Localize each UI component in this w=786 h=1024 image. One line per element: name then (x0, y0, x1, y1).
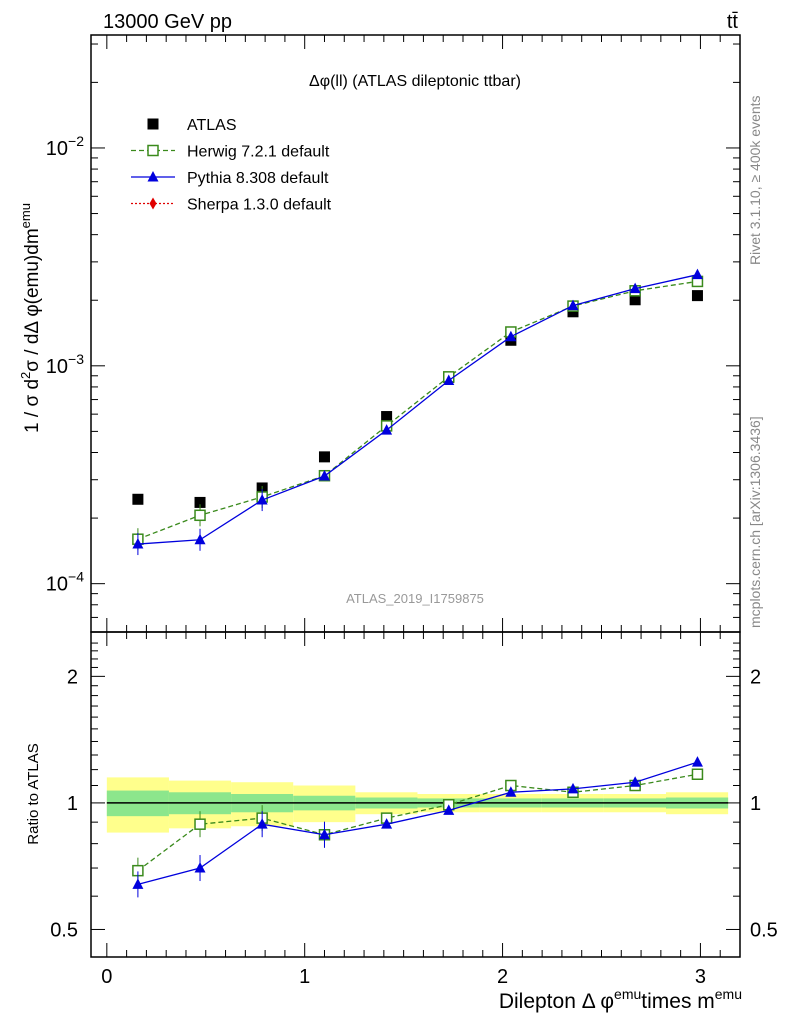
x-tick-label: 2 (497, 966, 508, 988)
herwig-ratio-line (137, 773, 698, 872)
main-series (132, 268, 704, 556)
atlas-point (381, 411, 393, 423)
pythia-point (505, 330, 517, 342)
herwig-legend-label: Herwig 7.2.1 default (187, 144, 330, 161)
y-tick-label: 2 (750, 666, 761, 688)
herwig-ratio-point (194, 818, 206, 830)
pythia-ratio-point (629, 776, 641, 787)
legend: ATLAS Herwig 7.2.1 default Pythia 8.308 de… (131, 117, 332, 214)
pythia-point (443, 374, 455, 386)
pythia-point (567, 299, 579, 311)
watermark: ATLAS_2019_I1759875 (346, 591, 484, 606)
atlas-point (132, 493, 144, 505)
pythia-ratio-point (505, 786, 517, 797)
ratio-plot: 0 1 2 3 0.5 0.5 1 1 2 2 Ratio to ATLAS Dilepton Δ… (25, 631, 778, 1013)
main-ticks: 10−4 10−3 10−2 (46, 35, 741, 633)
ratio-series (132, 756, 704, 898)
atlas-uncertainty-band (106, 777, 729, 833)
main-plot: 10−4 10−3 10−2 Δφ(ll) (ATLAS dileptonic tt… (18, 34, 741, 633)
atlas-point (194, 496, 206, 508)
pythia-point (194, 533, 206, 545)
collision-label: 13000 GeV pp (103, 11, 232, 33)
pythia-point (629, 282, 641, 294)
ratio-y-axis-label: Ratio to ATLAS (25, 743, 42, 844)
pythia-ratio-point (691, 756, 703, 767)
pythia-ratio-point (381, 818, 393, 829)
pythia-ratio-point (132, 878, 144, 889)
y-tick-label: 1 (67, 793, 78, 815)
atlas-point (629, 294, 641, 306)
sherpa-legend-label: Sherpa 1.3.0 default (187, 197, 332, 214)
pythia-legend-label: Pythia 8.308 default (187, 170, 329, 187)
atlas-legend-marker (147, 118, 159, 130)
mcplots-label: mcplots.cern.ch [arXiv:1306.3436] (747, 416, 763, 628)
y-tick-label: 1 (750, 793, 761, 815)
y-tick-label: 10−3 (46, 351, 84, 378)
herwig-ratio-point (691, 768, 704, 780)
main-y-axis-label: 1 / σ d2σ / dΔ φ(emu)dmemu (18, 203, 43, 433)
pythia-legend-marker (147, 171, 159, 182)
pythia-ratio-point (318, 828, 330, 840)
atlas-point (691, 290, 703, 302)
y-tick-label: 10−2 (46, 133, 84, 160)
process-label: tt̄ (727, 11, 739, 33)
atlas-legend-label: ATLAS (187, 117, 237, 134)
pythia-ratio-point (443, 804, 455, 815)
y-tick-label: 10−4 (46, 569, 84, 596)
y-tick-label: 2 (67, 666, 78, 688)
ratio-frame (90, 631, 741, 958)
main-title: Δφ(ll) (ATLAS dileptonic ttbar) (309, 73, 521, 90)
herwig-point (194, 509, 206, 522)
ratio-ticks: 0 1 2 3 0.5 0.5 1 1 2 2 (50, 632, 778, 988)
pythia-ratio-point (256, 818, 268, 829)
y-tick-label: 0.5 (750, 919, 778, 941)
pythia-ratio-line (137, 761, 698, 886)
x-tick-label: 1 (299, 966, 310, 988)
x-axis-label: Dilepton Δ φemutimes memu (499, 986, 742, 1013)
sherpa-legend-marker (149, 197, 157, 210)
atlas-point (318, 451, 330, 463)
pythia-line (137, 274, 698, 545)
pythia-point (318, 470, 330, 481)
herwig-legend-marker (147, 144, 159, 157)
pythia-ratio-point (567, 782, 579, 794)
pythia-point (132, 538, 144, 549)
y-tick-label: 0.5 (50, 919, 78, 941)
rivet-label: Rivet 3.1.10, ≥ 400k events (747, 95, 763, 265)
pythia-point (256, 494, 268, 505)
pythia-point (691, 268, 703, 280)
pythia-point (381, 424, 393, 435)
herwig-line (137, 280, 698, 540)
x-tick-label: 0 (101, 966, 112, 988)
pythia-ratio-point (194, 862, 206, 873)
x-tick-label: 3 (695, 966, 706, 988)
